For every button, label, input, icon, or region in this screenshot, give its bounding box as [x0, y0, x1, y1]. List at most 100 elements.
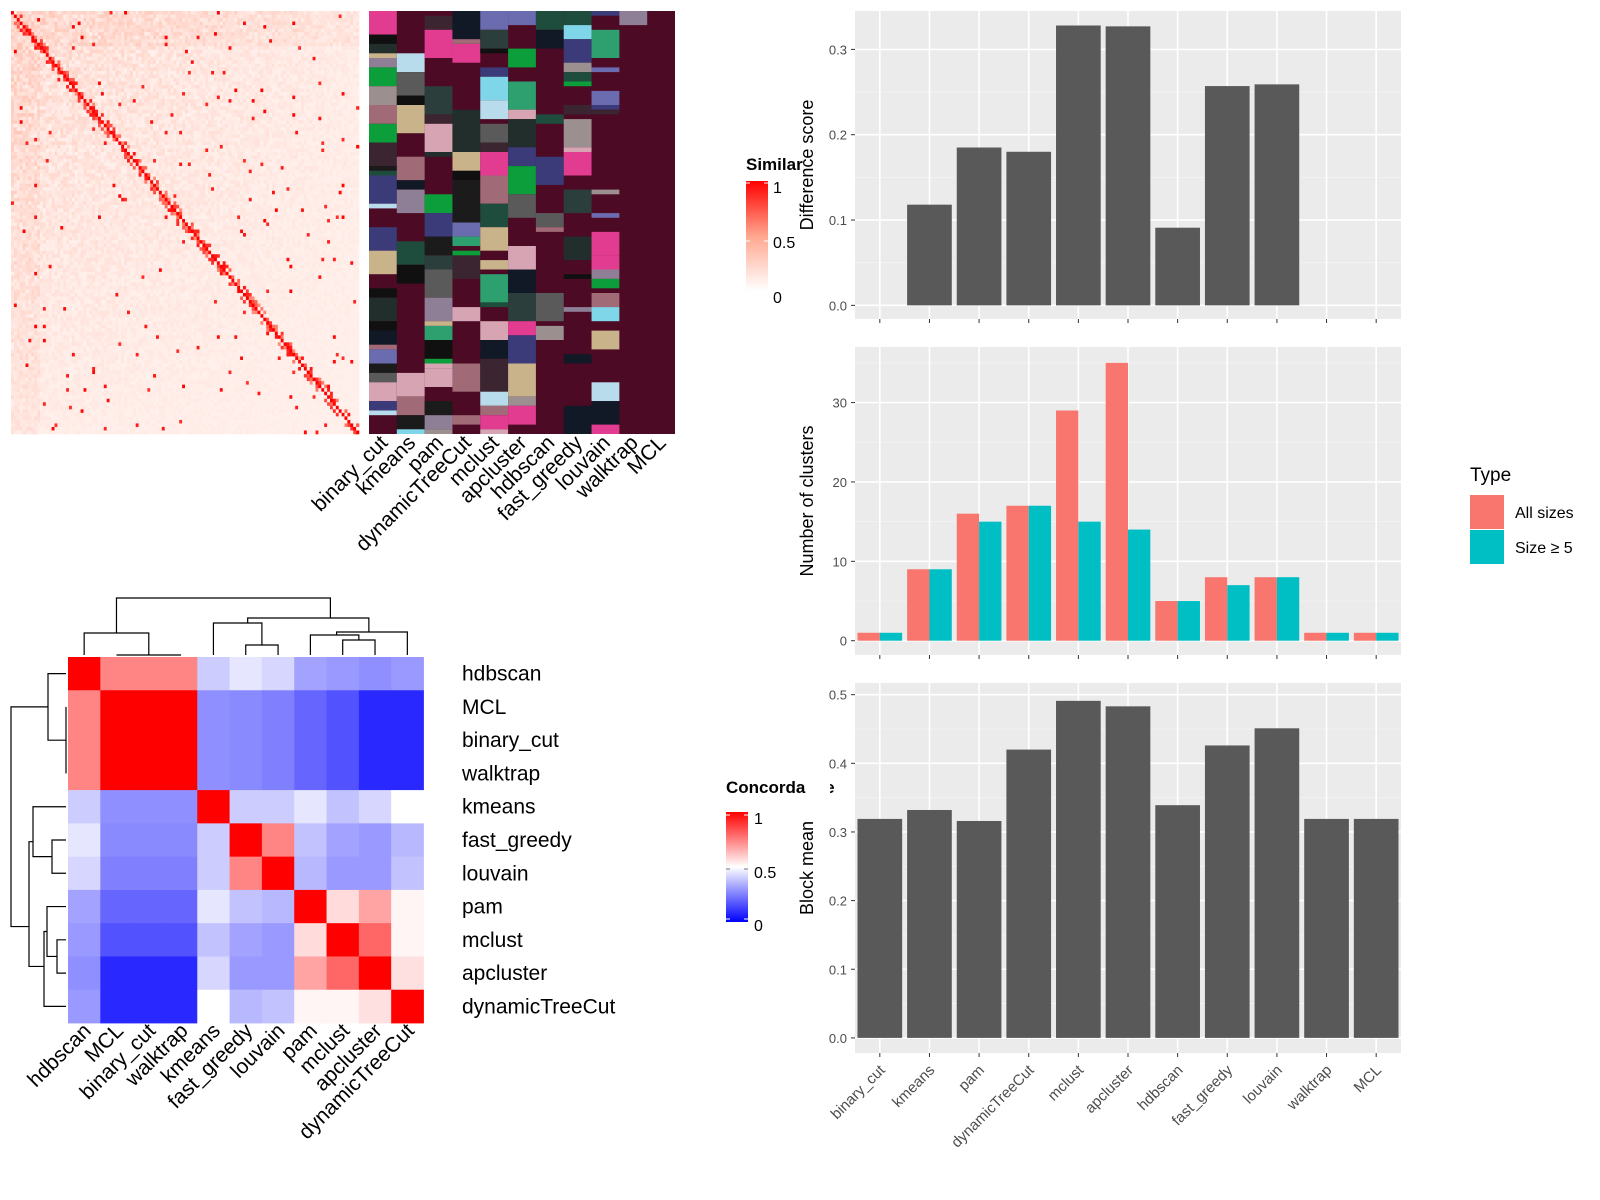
similarity-cell — [350, 116, 354, 121]
similarity-cell — [158, 99, 163, 103]
similarity-cell — [150, 144, 154, 149]
similarity-cell — [135, 152, 139, 156]
similarity-cell — [77, 42, 81, 47]
similarity-cell — [225, 77, 229, 82]
similarity-cell — [156, 63, 160, 68]
similarity-cell — [54, 21, 58, 26]
similarity-cell — [347, 32, 351, 36]
similarity-cell — [129, 53, 134, 58]
similarity-cell — [63, 46, 67, 51]
similarity-cell — [71, 67, 76, 72]
similarity-cell — [54, 14, 58, 19]
similarity-cell — [173, 88, 177, 93]
similarity-cell — [266, 130, 270, 135]
similarity-cell — [83, 102, 87, 107]
similarity-cell — [190, 99, 194, 103]
similarity-cell — [153, 46, 157, 51]
similarity-cell — [22, 67, 26, 72]
similarity-cell — [80, 32, 84, 36]
similarity-cell — [289, 35, 293, 40]
similarity-cell — [86, 46, 90, 51]
similarity-cell — [350, 81, 354, 86]
similarity-cell — [161, 28, 165, 33]
similarity-cell — [269, 148, 273, 153]
similarity-cell — [112, 102, 116, 107]
similarity-cell — [240, 25, 244, 29]
similarity-cell — [66, 77, 70, 82]
similarity-cell — [118, 32, 122, 36]
similarity-cell — [153, 102, 157, 107]
similarity-cell — [95, 81, 99, 86]
similarity-cell — [332, 81, 337, 86]
similarity-cell — [315, 144, 319, 149]
similarity-cell — [121, 70, 125, 75]
similarity-cell — [182, 120, 186, 125]
similarity-cell — [240, 35, 244, 40]
similarity-cell — [208, 116, 212, 121]
similarity-cell — [83, 123, 87, 128]
similarity-cell — [277, 32, 281, 36]
similarity-cell — [324, 67, 328, 72]
similarity-cell — [260, 28, 264, 33]
similarity-cell — [272, 116, 276, 121]
similarity-cell — [150, 70, 154, 75]
similarity-cell — [199, 14, 203, 19]
similarity-cell — [74, 113, 78, 118]
similarity-cell — [251, 53, 255, 58]
similarity-cell — [254, 63, 258, 68]
similarity-cell — [182, 99, 186, 103]
similarity-cell — [353, 25, 357, 29]
similarity-cell — [260, 109, 264, 114]
similarity-cell — [356, 127, 360, 132]
similarity-cell — [324, 127, 328, 132]
similarity-cell — [170, 14, 174, 19]
similarity-cell — [57, 144, 61, 149]
similarity-cell — [190, 74, 194, 79]
similarity-cell — [266, 11, 270, 15]
similarity-cell — [45, 81, 49, 86]
similarity-cell — [214, 95, 218, 100]
similarity-cell — [283, 77, 287, 82]
similarity-cell — [350, 120, 354, 125]
similarity-cell — [98, 127, 102, 132]
similarity-cell — [37, 56, 41, 61]
similarity-cell — [147, 42, 151, 47]
similarity-cell — [83, 81, 87, 86]
similarity-cell — [330, 99, 334, 103]
similarity-cell — [190, 56, 194, 61]
similarity-cell — [245, 35, 250, 40]
similarity-cell — [272, 152, 276, 156]
similarity-cell — [356, 63, 360, 68]
similarity-cell — [57, 18, 61, 22]
similarity-cell — [98, 53, 102, 58]
similarity-cell — [353, 53, 357, 58]
similarity-cell — [303, 141, 308, 146]
similarity-cell — [48, 120, 52, 125]
similarity-cell — [332, 77, 337, 82]
similarity-cell — [286, 14, 290, 19]
similarity-cell — [153, 63, 157, 68]
similarity-cell — [219, 28, 223, 33]
similarity-cell — [28, 35, 32, 40]
similarity-cell — [248, 130, 252, 135]
similarity-cell — [335, 21, 339, 26]
similarity-cell — [269, 35, 273, 40]
similarity-cell — [228, 123, 232, 128]
similarity-cell — [274, 88, 279, 93]
similarity-cell — [138, 134, 142, 139]
similarity-cell — [170, 120, 174, 125]
similarity-cell — [266, 95, 270, 100]
similarity-cell — [202, 28, 206, 33]
similarity-cell — [28, 39, 32, 44]
similarity-cell — [338, 14, 342, 19]
similarity-cell — [103, 106, 107, 110]
similarity-cell — [260, 127, 264, 132]
similarity-cell — [251, 85, 255, 89]
similarity-cell — [144, 152, 148, 156]
similarity-cell — [138, 60, 142, 65]
similarity-cell — [327, 25, 331, 29]
similarity-cell — [132, 63, 136, 68]
similarity-cell — [193, 77, 197, 82]
similarity-cell — [347, 99, 351, 103]
similarity-cell — [208, 56, 212, 61]
